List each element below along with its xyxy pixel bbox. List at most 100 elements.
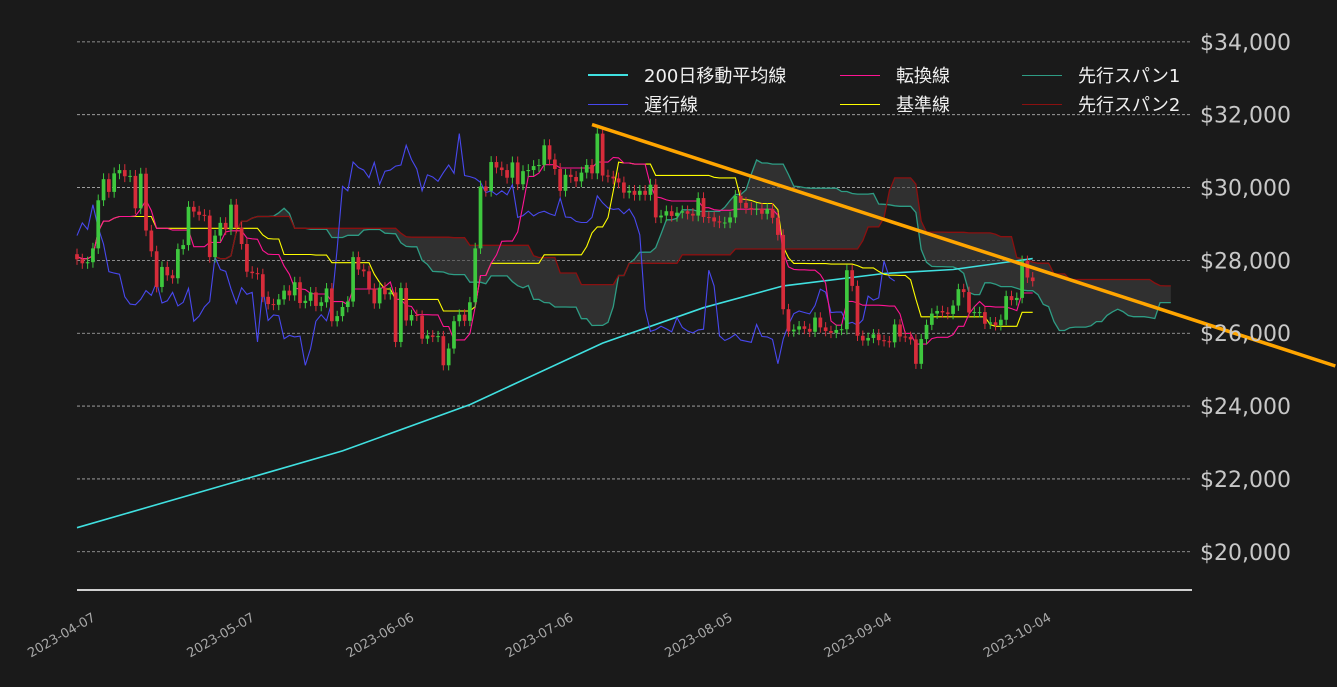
candle-body bbox=[457, 314, 462, 322]
candle-body bbox=[1020, 261, 1024, 298]
candle-body bbox=[420, 315, 424, 339]
legend-swatch bbox=[1022, 74, 1062, 76]
candle-body bbox=[452, 321, 456, 349]
candle-body bbox=[308, 292, 313, 301]
candle-body bbox=[637, 190, 642, 195]
candle-body bbox=[85, 262, 90, 264]
candle-body bbox=[377, 287, 382, 304]
legend-label: 基準線 bbox=[896, 95, 950, 116]
candle-body bbox=[600, 133, 605, 176]
candle-body bbox=[584, 164, 589, 173]
candle-body bbox=[351, 257, 355, 302]
candle-body bbox=[202, 214, 207, 216]
candle-body bbox=[526, 170, 531, 172]
candle-body bbox=[643, 190, 647, 195]
candles bbox=[75, 127, 1035, 371]
candle-body bbox=[627, 190, 632, 193]
candle-body bbox=[945, 312, 950, 314]
candle-body bbox=[276, 299, 281, 305]
candle-body bbox=[399, 288, 403, 342]
candle-body bbox=[441, 336, 446, 366]
y-axis: $20,000 $22,000 $24,000 $26,000 $28,000 $30,0… bbox=[1200, 31, 1291, 566]
candle-body bbox=[728, 217, 732, 223]
candle-body bbox=[595, 133, 600, 174]
candle-body bbox=[807, 328, 812, 332]
candle-body bbox=[717, 221, 722, 223]
candle-body bbox=[691, 213, 695, 216]
candle-body bbox=[531, 166, 536, 171]
candle-body bbox=[80, 259, 85, 264]
candle-body bbox=[914, 339, 918, 364]
candle-body bbox=[250, 271, 255, 274]
trendline bbox=[591, 122, 1336, 368]
candle-body bbox=[335, 316, 340, 322]
legend-item-ma200: 200日移動平均線 bbox=[588, 62, 786, 88]
candle-body bbox=[797, 326, 801, 330]
candle-body bbox=[478, 186, 483, 249]
candle-body bbox=[765, 209, 770, 214]
candle-body bbox=[775, 217, 780, 235]
candle-body bbox=[558, 168, 563, 191]
candle-body bbox=[388, 292, 393, 295]
y-tick-label: $22,000 bbox=[1200, 468, 1291, 493]
tenkan-line bbox=[76, 156, 1033, 345]
legend-swatch bbox=[588, 103, 628, 105]
candle-body bbox=[685, 211, 690, 214]
candle-body bbox=[823, 327, 828, 332]
legend-item-kijun: 基準線 bbox=[840, 91, 950, 117]
candle-body bbox=[537, 164, 541, 167]
candle-body bbox=[282, 290, 286, 300]
candle-body bbox=[207, 215, 212, 258]
candle-body bbox=[266, 296, 271, 305]
candle-body bbox=[802, 326, 807, 329]
candle-body bbox=[404, 288, 409, 321]
cloud-fill bbox=[215, 160, 1171, 331]
candle-body bbox=[106, 179, 111, 192]
candle-body bbox=[186, 206, 191, 246]
candle-body bbox=[579, 172, 584, 182]
candle-body bbox=[414, 315, 419, 317]
candle-body bbox=[75, 254, 79, 260]
candle-body bbox=[829, 331, 833, 333]
candle-body bbox=[781, 234, 786, 310]
legend-item-span1: 先行スパン1 bbox=[1022, 62, 1180, 88]
candle-body bbox=[197, 211, 201, 215]
candle-body bbox=[223, 222, 228, 230]
candle-body bbox=[951, 305, 955, 314]
candle-body bbox=[770, 209, 775, 218]
candle-body bbox=[287, 290, 292, 296]
candle-body bbox=[961, 289, 966, 293]
candle-body bbox=[754, 208, 759, 210]
candle-body bbox=[128, 175, 132, 177]
candle-body bbox=[744, 202, 748, 208]
candle-body bbox=[749, 207, 754, 210]
candle-body bbox=[181, 245, 186, 250]
x-tick-label: 2023-05-07 bbox=[185, 610, 258, 661]
candle-body bbox=[622, 182, 626, 193]
candle-body bbox=[191, 206, 196, 212]
candle-body bbox=[590, 164, 594, 174]
candle-body bbox=[176, 249, 180, 279]
candle-body bbox=[568, 174, 573, 177]
candle-body bbox=[165, 266, 170, 276]
candle-body bbox=[898, 324, 902, 337]
candle-body bbox=[929, 313, 934, 325]
legend-label: 転換線 bbox=[896, 66, 950, 87]
candle-body bbox=[372, 288, 377, 304]
candle-body bbox=[122, 170, 127, 177]
y-tick-label: $24,000 bbox=[1200, 395, 1291, 420]
candle-body bbox=[521, 171, 525, 185]
candle-body bbox=[956, 289, 961, 306]
y-tick-label: $20,000 bbox=[1200, 541, 1291, 566]
x-axis: 2023-04-07 2023-05-07 2023-06-06 2023-07-06… bbox=[25, 589, 1192, 661]
ichimoku-cloud bbox=[215, 160, 1171, 331]
candle-body bbox=[260, 274, 265, 297]
candle-body bbox=[1030, 277, 1035, 282]
candle-body bbox=[303, 300, 308, 303]
candle-body bbox=[255, 273, 260, 275]
x-tick-label: 2023-08-05 bbox=[663, 610, 736, 661]
candle-body bbox=[505, 170, 509, 178]
candle-body bbox=[972, 312, 977, 314]
candle-body bbox=[101, 179, 106, 201]
